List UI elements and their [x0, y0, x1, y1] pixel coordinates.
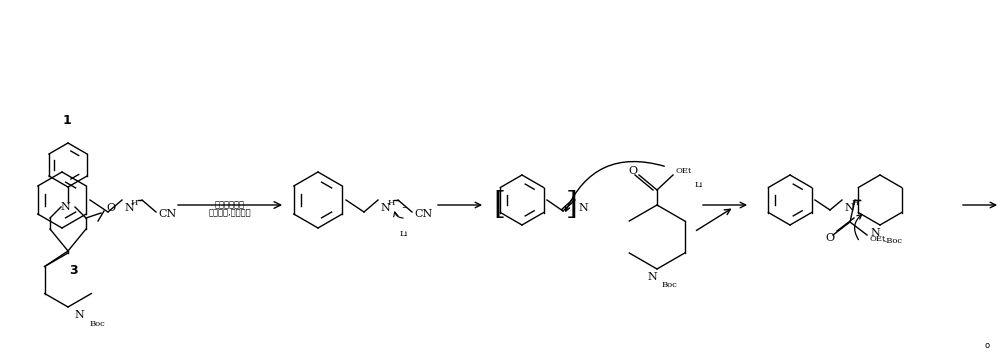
Text: Li: Li: [400, 230, 408, 238]
Text: O: O: [106, 203, 115, 213]
Text: O: O: [825, 233, 835, 243]
Text: H: H: [131, 199, 138, 207]
Text: 无水四氢咀噷: 无水四氢咀噷: [215, 200, 245, 209]
Text: −: −: [401, 205, 407, 211]
Text: N: N: [75, 310, 84, 320]
Text: 3: 3: [69, 263, 77, 277]
Text: 二异丙胺,正丁基锂: 二异丙胺,正丁基锂: [209, 208, 251, 217]
Text: OEt: OEt: [675, 167, 691, 175]
Text: N: N: [870, 228, 880, 238]
Text: ]: ]: [566, 190, 578, 220]
Text: Boc: Boc: [662, 281, 678, 289]
Text: –Boc: –Boc: [883, 237, 903, 245]
Text: N: N: [60, 202, 70, 212]
Text: N: N: [124, 203, 134, 213]
Text: Li: Li: [695, 181, 703, 189]
Text: H: H: [388, 199, 395, 207]
Text: OEt: OEt: [869, 235, 885, 243]
Text: Boc: Boc: [89, 320, 105, 328]
Text: N: N: [380, 203, 390, 213]
Text: [: [: [493, 190, 505, 220]
Text: 1: 1: [63, 114, 71, 126]
Text: O: O: [628, 166, 638, 176]
Text: N: N: [647, 272, 657, 282]
Text: N: N: [578, 203, 588, 213]
Text: N: N: [844, 203, 854, 213]
Text: CN: CN: [158, 209, 176, 219]
Text: o: o: [985, 341, 990, 350]
Text: CN: CN: [414, 209, 432, 219]
Text: H: H: [852, 199, 859, 207]
